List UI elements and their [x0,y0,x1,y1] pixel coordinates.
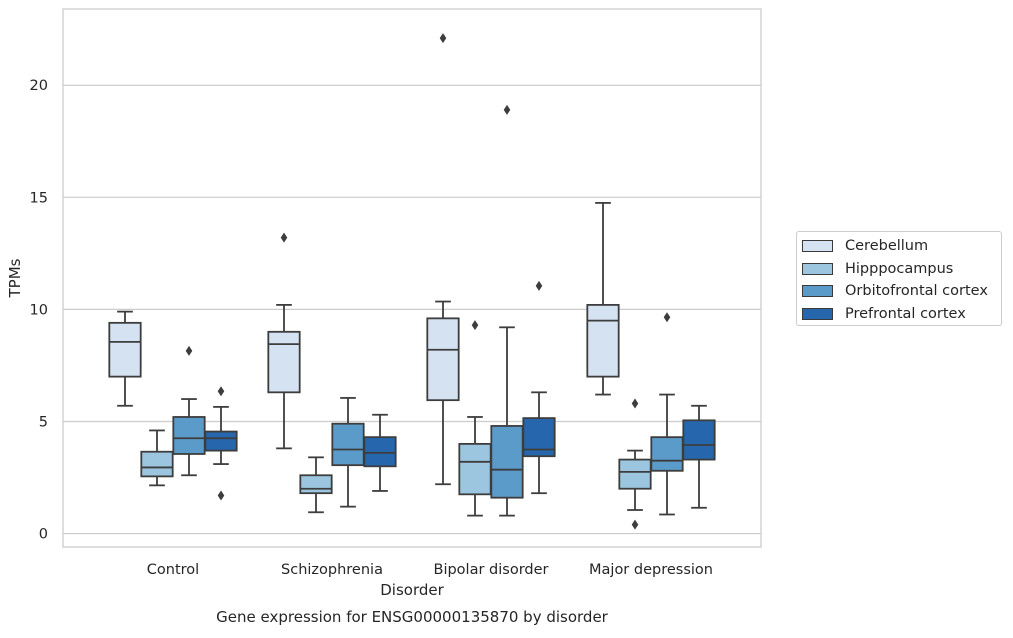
y-tick-label: 20 [30,78,48,94]
legend-label: Hipppocampus [845,260,954,277]
box-iqr [363,436,397,468]
box-iqr [490,425,524,499]
outlier-point [439,33,447,44]
outlier-point [503,104,511,115]
legend-item-cerebellum: Cerebellum [802,235,1001,258]
box-iqr [522,417,556,458]
box-group [426,33,460,486]
box-group [299,456,333,514]
box-iqr [108,321,142,378]
legend-label: Cerebellum [845,238,929,255]
x-tick-label: Bipolar disorder [434,562,549,578]
legend-swatch [802,240,833,253]
legend-label: Prefrontal cortex [845,305,966,322]
box-iqr [172,416,206,455]
box-iqr [586,303,620,378]
box-group [267,232,301,450]
y-tick-label: 10 [30,302,48,318]
y-axis-label: TPMs [6,258,24,298]
box-group [586,202,620,396]
outlier-point [471,320,479,331]
box-iqr [650,436,684,472]
x-axis-label: Disorder [380,581,444,599]
x-tick-label: Major depression [589,562,713,578]
legend-item-prefrontal-cortex: Prefrontal cortex [802,303,1001,326]
box-iqr [140,450,174,478]
legend-swatch [802,285,833,298]
box-groups [108,33,716,530]
y-tick-label: 5 [39,414,48,430]
legend: Cerebellum Hipppocampus Orbitofrontal co… [796,231,1002,326]
box-group [204,386,238,501]
y-tick-label: 0 [39,527,48,543]
legend-item-orbitofrontal-cortex: Orbitofrontal cortex [802,280,1001,303]
box-group [682,404,716,509]
x-tick-label: Schizophrenia [281,562,383,578]
legend-swatch [802,262,833,275]
outlier-point [535,280,543,291]
box-group [490,104,524,517]
box-iqr [458,442,492,496]
box-group [172,345,206,477]
box-group [331,397,365,508]
box-iqr [267,330,301,394]
outlier-point [280,232,288,243]
legend-item-hippocampus: Hipppocampus [802,258,1001,281]
box-group [618,398,652,530]
y-tick-labels: 0 5 10 15 20 [30,78,48,542]
box-group [650,312,684,516]
box-iqr [682,419,716,461]
box-iqr [299,474,333,495]
outlier-point [631,519,639,530]
box-iqr [426,317,460,402]
outlier-point [631,398,639,409]
box-group [140,429,174,487]
box-iqr [204,430,238,452]
outlier-point [663,312,671,323]
x-tick-label: Control [147,562,199,578]
plot-frame [62,8,762,548]
outlier-point [185,345,193,356]
outlier-point [217,386,225,397]
box-iqr [331,422,365,467]
outlier-point [217,490,225,501]
box-group [108,310,142,407]
box-group [458,320,492,517]
figure-caption: Gene expression for ENSG00000135870 by d… [216,608,609,626]
y-tick-label: 15 [30,190,48,206]
legend-label: Orbitofrontal cortex [845,283,988,300]
legend-swatch [802,307,833,320]
x-tick-labels: Control Schizophrenia Bipolar disorder Majo… [147,562,713,578]
box-iqr [618,458,652,490]
box-group [363,413,397,492]
box-group [522,280,556,495]
